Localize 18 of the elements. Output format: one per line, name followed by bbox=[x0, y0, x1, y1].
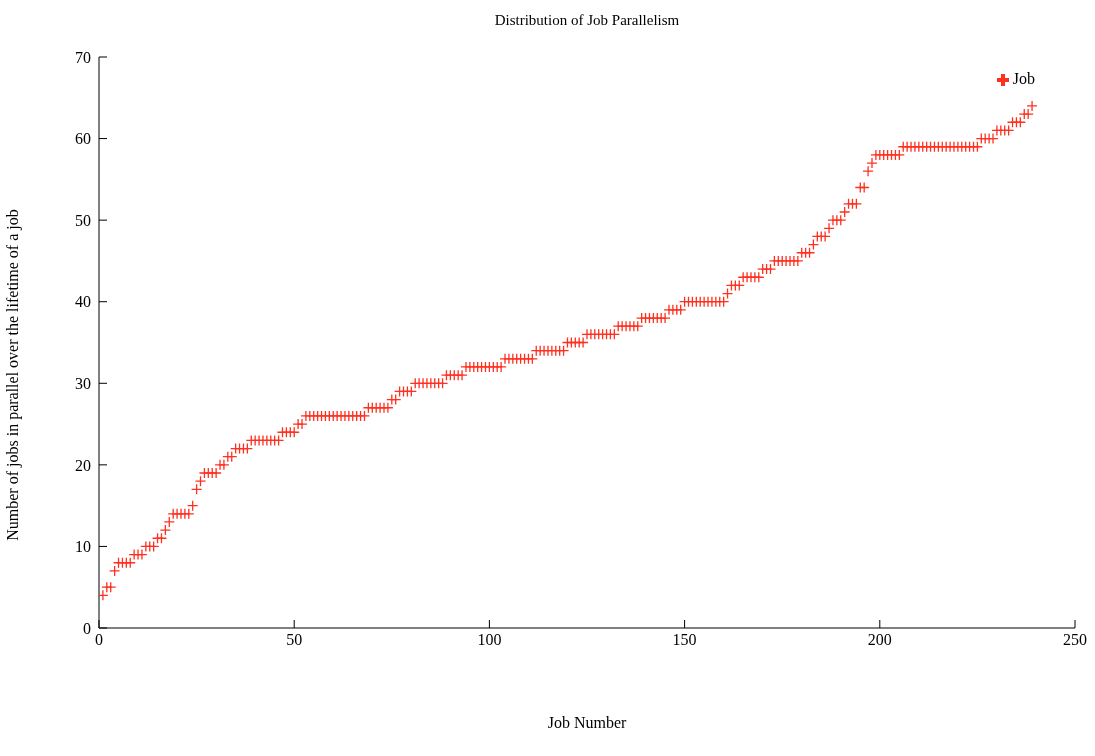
x-tick-label: 0 bbox=[95, 631, 103, 649]
y-tick-label: 10 bbox=[75, 538, 91, 556]
y-tick-label: 20 bbox=[75, 456, 91, 474]
x-tick-label: 50 bbox=[286, 631, 303, 649]
y-tick-label: 40 bbox=[75, 293, 91, 311]
y-tick-label: 30 bbox=[75, 374, 91, 392]
x-tick-label: 150 bbox=[672, 631, 697, 649]
x-tick-label: 250 bbox=[1063, 631, 1087, 649]
y-tick-label: 70 bbox=[75, 48, 91, 66]
legend-label: Job bbox=[1012, 70, 1035, 87]
y-axis-title: Number of jobs in parallel over the lifetime of a job bbox=[4, 208, 22, 543]
x-tick-label: 100 bbox=[477, 631, 502, 649]
y-tick-label: 0 bbox=[83, 619, 91, 637]
y-tick-label: 60 bbox=[75, 130, 91, 148]
y-tick-label: 50 bbox=[75, 211, 91, 229]
x-tick-label: 200 bbox=[867, 631, 892, 649]
chart-title: Distribution of Job Parallelism bbox=[493, 12, 681, 29]
x-axis-title: Job Number bbox=[546, 714, 628, 732]
